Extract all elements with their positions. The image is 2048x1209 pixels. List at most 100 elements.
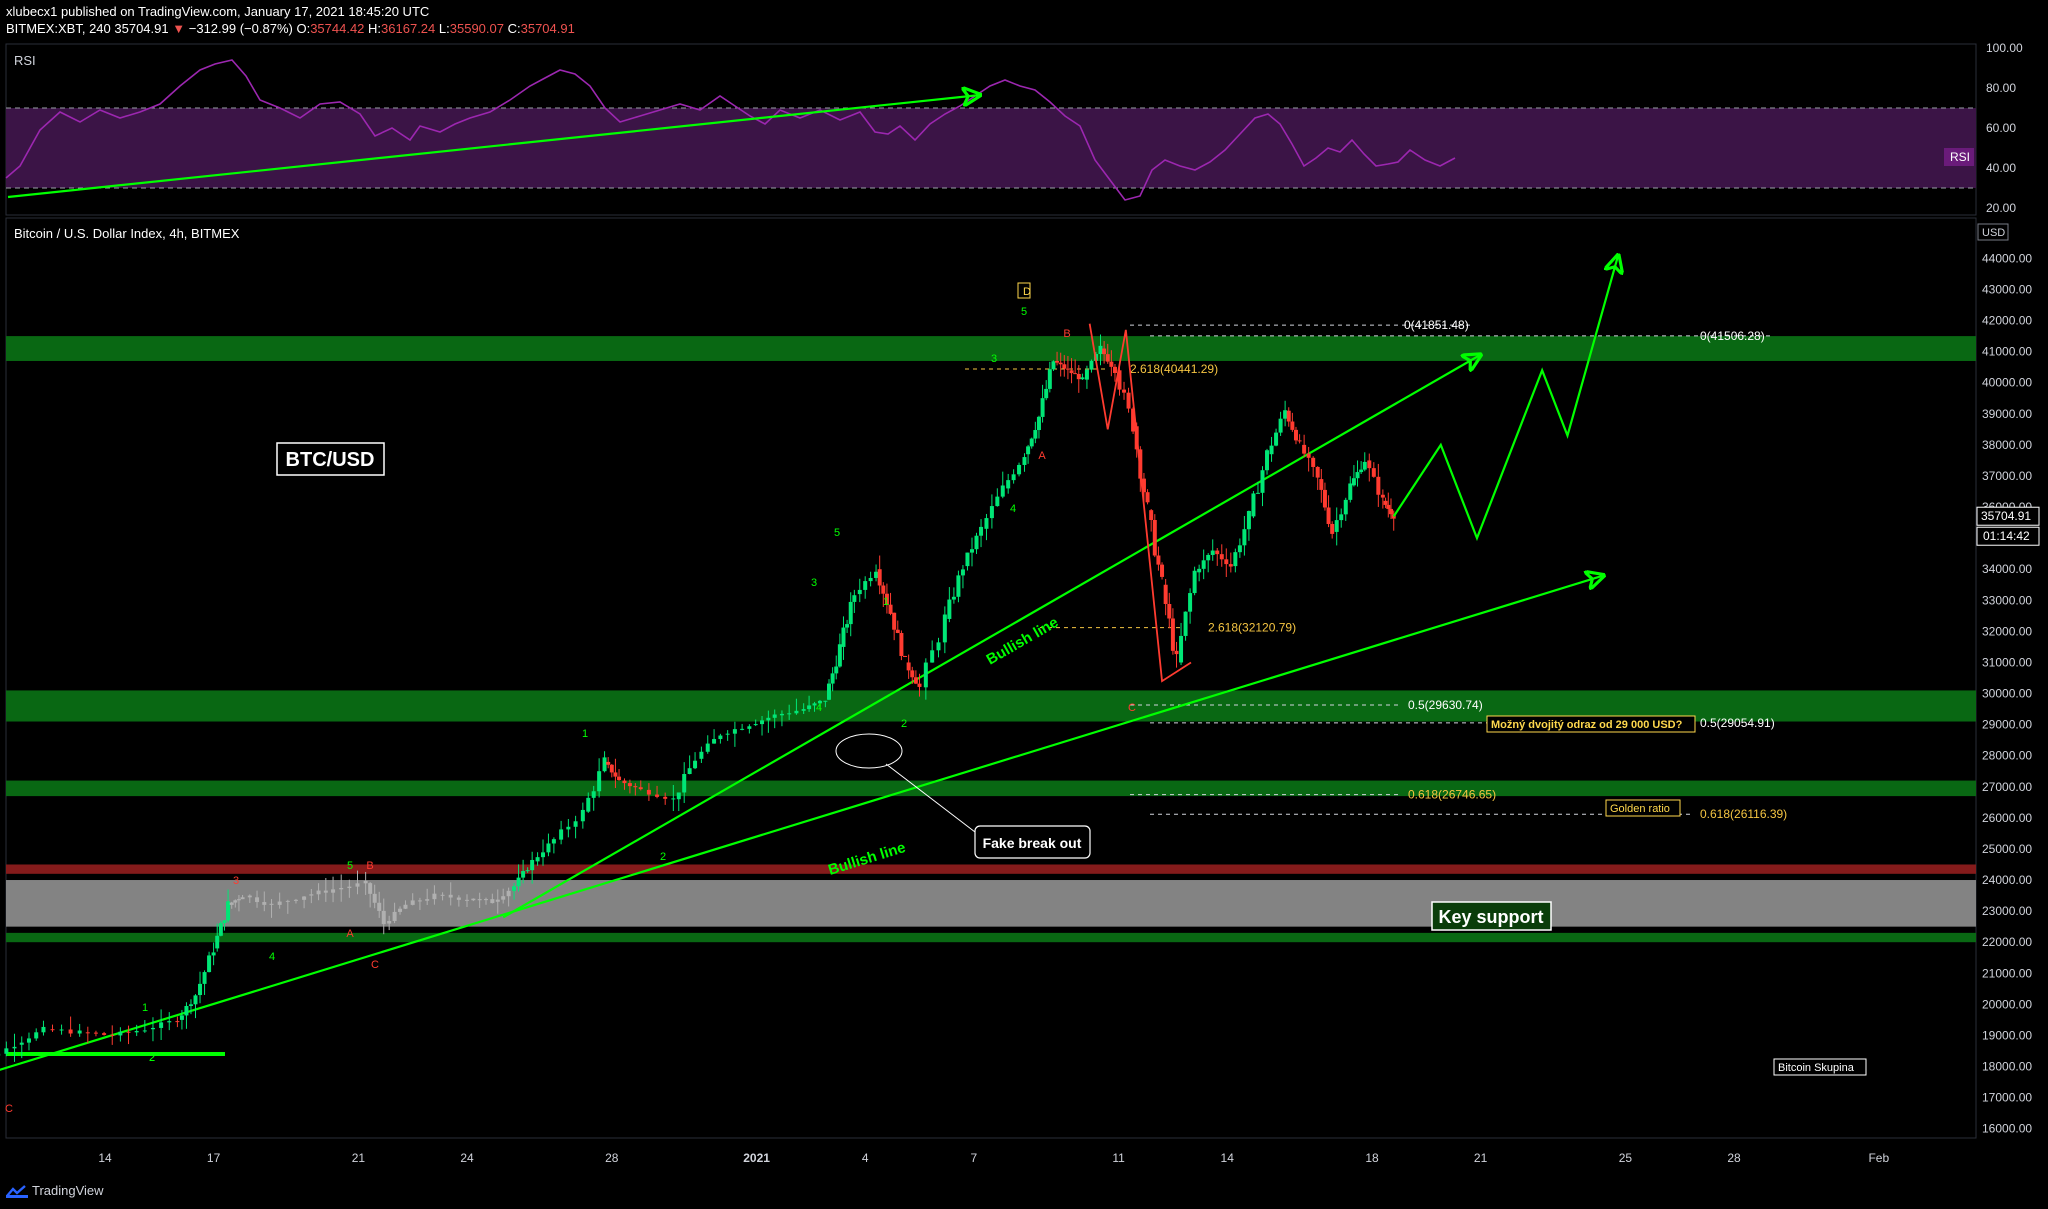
candle-body xyxy=(525,870,530,872)
candle-body xyxy=(597,771,602,792)
price-change: −312.99 (−0.87%) xyxy=(188,21,293,36)
candle-body xyxy=(877,569,882,586)
candle-body xyxy=(718,735,723,740)
watermark-label: Bitcoin Skupina xyxy=(1778,1062,1855,1074)
candle-body xyxy=(884,593,889,605)
candle-body xyxy=(1391,514,1396,519)
price-tick-label: 39000.00 xyxy=(1982,407,2032,421)
candle-body xyxy=(1215,550,1220,555)
candle-body xyxy=(1029,438,1034,447)
candle-body xyxy=(622,780,627,784)
fake-breakout-pointer xyxy=(885,763,976,833)
candle-body xyxy=(471,898,476,901)
candle-body xyxy=(1160,564,1165,577)
candle-body xyxy=(262,902,267,905)
candle-body xyxy=(827,683,831,700)
tradingview-logo[interactable]: TradingView xyxy=(6,1183,104,1198)
candle-body xyxy=(1251,493,1256,517)
candle-body xyxy=(580,809,585,822)
fib-label: 0.618(26116.39) xyxy=(1700,807,1787,821)
candle-body xyxy=(1022,457,1027,465)
candle-body xyxy=(903,656,908,658)
candle-body xyxy=(1036,416,1041,431)
candle-body xyxy=(807,705,812,710)
fib-label: 0.5(29054.91) xyxy=(1700,716,1775,730)
candle-body xyxy=(175,1021,180,1023)
candle-body xyxy=(1343,499,1348,515)
candle-body xyxy=(277,901,282,905)
price-tick-label: 18000.00 xyxy=(1982,1060,2032,1074)
high-label: H: xyxy=(368,21,382,36)
candle-body xyxy=(942,614,947,643)
open-label: O: xyxy=(296,21,311,36)
candle-body xyxy=(874,571,879,578)
candle-body xyxy=(495,899,500,902)
candle-body xyxy=(817,700,822,704)
candle-body xyxy=(1348,483,1353,500)
candle-body xyxy=(712,739,717,744)
publisher-name[interactable]: xlubecx1 xyxy=(6,4,58,19)
candle-body xyxy=(309,894,314,896)
zone-red xyxy=(6,864,1976,874)
candle-body xyxy=(1122,389,1127,393)
candle-body xyxy=(779,713,784,716)
countdown-box xyxy=(1976,526,2040,546)
price-tick-label: 31000.00 xyxy=(1982,655,2032,669)
date-tick-label: 14 xyxy=(1221,1151,1235,1165)
candle-body xyxy=(1278,418,1283,433)
candle-body xyxy=(1242,529,1247,546)
candle-body xyxy=(1192,570,1197,594)
high-value: 36167.24 xyxy=(381,21,436,36)
candle-body xyxy=(1084,369,1089,380)
btc-chart[interactable]: RSI RSI 100.00 80.00 60.00 40.00 20.00 0(418… xyxy=(0,0,2048,1174)
price-tick-label: 24000.00 xyxy=(1982,873,2032,887)
candle-body xyxy=(198,983,203,996)
wave-label: 3 xyxy=(233,875,239,887)
candle-body xyxy=(218,923,223,936)
price-tick-label: 28000.00 xyxy=(1982,749,2032,763)
candle-body xyxy=(1311,457,1316,467)
candle-body xyxy=(1183,611,1188,636)
bullish-trendline xyxy=(0,575,1604,1071)
candle-body xyxy=(956,575,961,597)
price-tick-label: 26000.00 xyxy=(1982,811,2032,825)
candle-body xyxy=(1233,552,1238,567)
candle-body xyxy=(830,673,835,684)
wave-label: D xyxy=(1023,286,1031,298)
candle-body xyxy=(118,1031,123,1036)
fib-label: 0(41506.28) xyxy=(1700,329,1765,343)
candle-body xyxy=(1179,635,1184,663)
candle-body xyxy=(302,896,307,900)
candle-body xyxy=(609,764,614,773)
zone-green xyxy=(6,336,1976,361)
candle-body xyxy=(655,794,660,797)
rsi-tick-label: 40.00 xyxy=(1986,161,2016,175)
candle-body xyxy=(693,760,698,769)
candle-body xyxy=(142,1030,147,1032)
candle-body xyxy=(1126,392,1131,409)
candle-body xyxy=(193,995,198,1005)
price-tick-label: 17000.00 xyxy=(1982,1091,2032,1105)
candle-body xyxy=(969,549,974,553)
price-tick-label: 43000.00 xyxy=(1982,282,2032,296)
symbol[interactable]: BITMEX:XBT, 240 xyxy=(6,21,111,36)
candle-body xyxy=(930,650,935,663)
date-tick-label: 25 xyxy=(1619,1151,1633,1165)
candle-body xyxy=(85,1032,90,1034)
date-tick-label: 4 xyxy=(862,1151,869,1165)
last-price-label: 35704.91 xyxy=(1981,509,2031,523)
candle-body xyxy=(1098,345,1103,354)
candle-body xyxy=(355,883,360,887)
candle-body xyxy=(490,899,495,904)
candle-body xyxy=(676,792,681,800)
candle-body xyxy=(285,900,290,902)
date-tick-label: 18 xyxy=(1365,1151,1379,1165)
candle-body xyxy=(892,612,897,630)
candle-body xyxy=(377,902,382,911)
rsi-line xyxy=(5,59,1456,201)
price-axis: 44000.00 43000.00 42000.00 41000.00 40000.00… xyxy=(1976,223,2040,1136)
candle-body xyxy=(293,899,298,901)
candle-body xyxy=(77,1030,82,1034)
price-tick-label: 40000.00 xyxy=(1982,376,2032,390)
candle-body xyxy=(747,726,752,729)
